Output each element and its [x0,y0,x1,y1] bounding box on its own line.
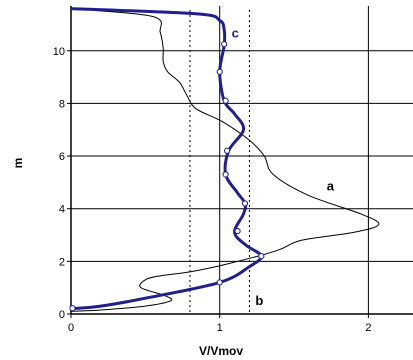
x-axis-label: V/Vmov [199,344,243,358]
data-point-marker [216,279,223,286]
data-point-marker [222,97,229,104]
marker-layer [69,41,265,312]
tick-labels: 0 2 4 6 8 10 0 1 2 [53,46,372,334]
reference-lines [189,10,250,314]
data-point-marker [221,41,228,48]
curve-label-a: a [327,178,335,193]
data-point-marker [241,200,249,207]
y-tick-label: 2 [59,256,65,268]
x-tick-label: 2 [365,322,371,334]
y-tick-label: 4 [59,204,65,216]
y-tick-label: 10 [53,46,65,58]
data-point-marker [216,68,223,75]
y-tick-label: 0 [59,309,65,321]
data-point-marker [258,252,265,260]
curve-label-c: c [232,26,239,41]
y-axis-label: m [11,158,25,169]
data-point-marker [234,227,241,235]
x-tick-label: 0 [68,322,74,334]
series-line-a [70,8,380,312]
data-point-marker [222,171,229,178]
y-tick-label: 6 [59,151,65,163]
series-line-c [70,7,263,311]
data-point-marker [69,305,76,312]
curve-label-b: b [255,293,263,308]
grid-lines [67,6,413,318]
data-point-marker [224,147,231,154]
series-layer [70,7,380,312]
y-tick-label: 8 [59,98,65,110]
x-tick-label: 1 [217,322,223,334]
curve-annotations: a c b [232,26,335,308]
